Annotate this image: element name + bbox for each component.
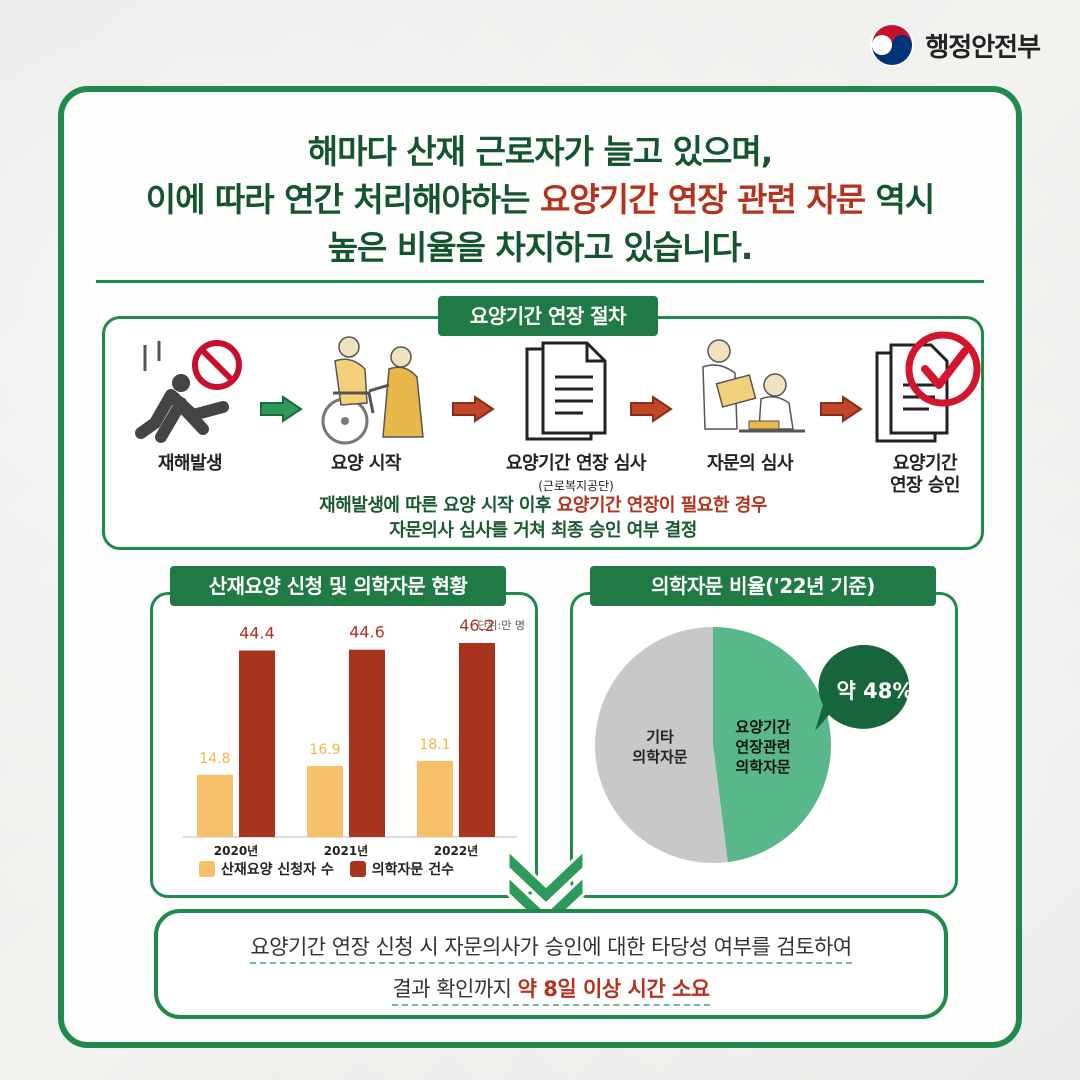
bar-chart-plot: 14.8 44.4 2020년 16.9 44.6 2021년 18.1 46.2 2022년: [183, 616, 517, 858]
bar-consultations-0: [239, 650, 275, 837]
category-label: 2021년: [324, 844, 368, 858]
summary-line1-text: 요양기간 연장 신청 시 자문의사가 승인에 대한 타당성 여부를 검토하여: [250, 935, 852, 964]
legend-swatch-applicants: [199, 861, 215, 877]
procedure-title: 요양기간 연장 절차: [438, 296, 658, 336]
bar-consultations-1: [349, 649, 385, 837]
summary-line2-a: 결과 확인까지: [392, 977, 518, 1001]
arrow-right-icon: [260, 395, 303, 423]
pie-label-extension-line2: 연장관련: [735, 738, 791, 756]
headline-line1: 해마다 산재 근로자가 늘고 있으며,: [307, 132, 774, 171]
percentage-callout-shape: [815, 644, 910, 731]
summary-highlight: 약 8일 이상 시간 소요: [517, 977, 710, 1001]
headline-line2-b: 역시: [865, 180, 936, 219]
bar-value-label: 14.8: [199, 751, 230, 767]
pie-chart-plot: [595, 627, 832, 863]
step-label-advisor-review: 자문의 심사: [706, 453, 794, 474]
org-logo: 행정안전부: [869, 22, 1041, 68]
headline-line3: 높은 비율을 차지하고 있습니다.: [327, 228, 754, 267]
org-name: 행정안전부: [925, 32, 1041, 63]
headline-line2-a: 이에 따라 연간 처리해야하는: [145, 180, 540, 219]
step-label-approval-line2: 연장 승인: [889, 475, 961, 496]
pie-slice-1: [595, 627, 728, 863]
category-label: 2020년: [214, 844, 258, 858]
approved-check-icon: [875, 331, 981, 443]
summary-line2: 결과 확인까지 약 8일 이상 시간 소요: [158, 973, 944, 1006]
pie-label-extension-line3: 의학자문: [735, 758, 791, 776]
pie-label-other-line1: 기타: [646, 728, 674, 746]
pie-chart-section: 기타 의학자문 요양기간 연장관련 의학자문 약 48%: [570, 592, 958, 898]
bar-chart-title: 산재요양 신청 및 의학자문 현황: [170, 566, 506, 606]
arrow-right-icon: [630, 395, 673, 423]
taegeuk-logo-icon: [870, 23, 915, 67]
arrow-right-icon: [452, 395, 495, 423]
category-label: 2022년: [434, 844, 478, 858]
summary-line1: 요양기간 연장 신청 시 자문의사가 승인에 대한 타당성 여부를 검토하여: [158, 931, 944, 964]
bar-applicants-2: [417, 760, 453, 837]
legend-label-applicants: 산재요양 신청자 수: [221, 862, 334, 878]
arrow-right-icon: [820, 395, 863, 423]
bar-consultations-2: [459, 642, 495, 837]
procedure-desc-line2: 자문의사 심사를 거쳐 최종 승인 여부 결정: [389, 520, 697, 541]
pie-chart-title: 의학자문 비율('22년 기준): [590, 566, 936, 606]
step-sublabel-agency: (근로복지공단): [538, 479, 614, 493]
step-label-disaster: 재해발생: [157, 453, 223, 474]
bar-value-label: 44.6: [349, 623, 385, 642]
pie-label-other-line2: 의학자문: [632, 748, 688, 766]
headline-divider: [96, 280, 984, 283]
bar-applicants-1: [307, 766, 343, 837]
bar-value-label: 44.4: [239, 624, 275, 643]
headline-line2: 이에 따라 연간 처리해야하는 요양기간 연장 관련 자문 역시: [64, 176, 1016, 224]
bar-value-label: 18.1: [419, 737, 450, 753]
document-icon: [525, 341, 607, 441]
procedure-desc-line1: 재해발생에 따른 요양 시작 이후 요양기간 연장이 필요한 경우: [105, 493, 981, 518]
legend-label-consultations: 의학자문 건수: [371, 862, 454, 878]
step-label-approval-line1: 요양기간: [892, 453, 958, 474]
fall-warning-icon: [135, 340, 242, 443]
pie-slice-0: [713, 627, 832, 863]
procedure-section: 재해발생 요양 시작 요양기간 연장 심사 (근로복지공단) 자문의 심사 요양…: [102, 316, 984, 550]
procedure-description: 재해발생에 따른 요양 시작 이후 요양기간 연장이 필요한 경우 자문의사 심…: [105, 493, 981, 543]
doctor-review-icon: [702, 339, 805, 433]
headline-highlight: 요양기간 연장 관련 자문: [539, 180, 866, 219]
step-label-care-start: 요양 시작: [330, 453, 402, 474]
caregiver-icon: [321, 336, 424, 445]
bar-value-label: 46.2: [459, 616, 495, 635]
summary-box: 요양기간 연장 신청 시 자문의사가 승인에 대한 타당성 여부를 검토하여 결…: [154, 909, 948, 1019]
chart-unit-label: 단위:만 명: [477, 619, 525, 632]
pie-label-extension: 요양기간 연장관련 의학자문: [713, 717, 813, 777]
percentage-callout: 약 48%: [836, 679, 914, 703]
legend-swatch-consultations: [349, 861, 366, 877]
bar-applicants-0: [197, 774, 233, 837]
summary-line2-text: 결과 확인까지 약 8일 이상 시간 소요: [392, 977, 710, 1006]
headline: 해마다 산재 근로자가 늘고 있으며, 이에 따라 연간 처리해야하는 요양기간…: [64, 128, 1016, 272]
step-label-extension-review: 요양기간 연장 심사: [505, 453, 647, 474]
bar-chart-section: 단위:만 명 14.8 44.4 2020년 16.9 44.6 2021년 18.1 46.…: [150, 592, 538, 898]
pie-label-extension-line1: 요양기간: [735, 718, 791, 736]
bar-value-label: 16.9: [309, 742, 340, 758]
pie-label-other: 기타 의학자문: [605, 727, 715, 767]
procedure-desc-line1-a: 재해발생에 따른 요양 시작 이후: [319, 495, 557, 516]
step-label-approval: 요양기간 연장 승인: [865, 453, 985, 497]
main-card: 해마다 산재 근로자가 늘고 있으며, 이에 따라 연간 처리해야하는 요양기간…: [58, 86, 1022, 1048]
procedure-desc-highlight: 요양기간 연장이 필요한 경우: [556, 495, 768, 516]
legend: 산재요양 신청자 수 의학자문 건수: [199, 859, 454, 879]
